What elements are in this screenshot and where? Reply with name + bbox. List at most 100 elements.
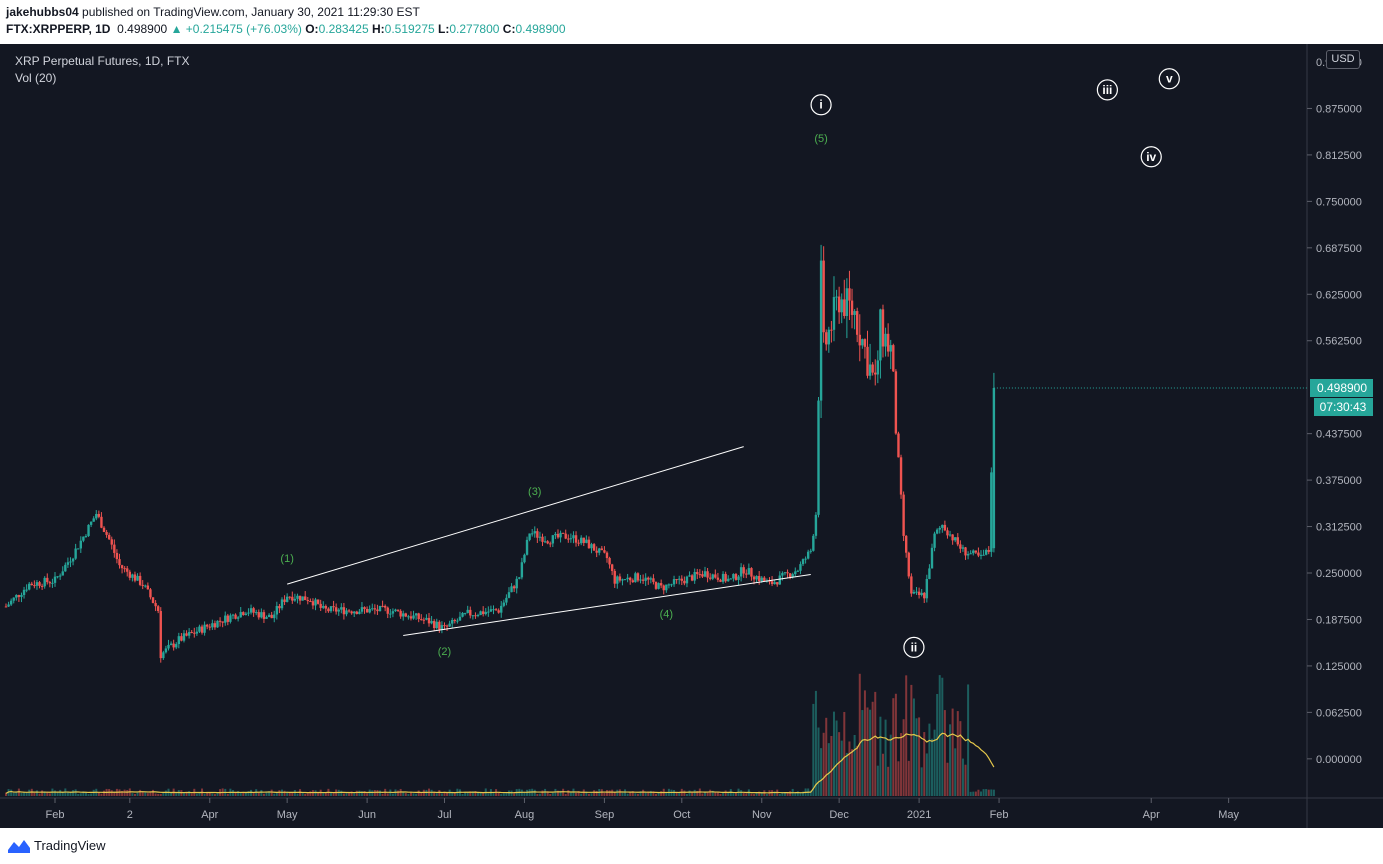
volume-bar [355,790,358,796]
volume-bar [208,792,211,796]
volume-bar [268,791,271,796]
volume-bar [639,791,642,796]
tradingview-logo-icon [8,840,30,853]
candle-body [288,596,291,598]
volume-bar [412,793,415,796]
candle-body [353,611,356,614]
volume-bar [593,790,596,796]
volume-bar [905,675,908,796]
author-name[interactable]: jakehubbs04 [6,5,79,19]
volume-bar [724,790,727,796]
candle-body [613,570,616,584]
candle-body [77,548,80,550]
volume-bar [569,792,572,796]
candle-body [25,589,28,591]
candle-body [910,576,913,594]
candle-body [340,607,343,610]
candle-body [791,574,794,578]
time-tick-label: Jun [358,809,376,821]
candle-body [974,550,978,553]
volume-bar [404,793,407,796]
chart-pane[interactable]: 0.875000 0.812500 0.750000 0.687500 0.625000… [0,44,1383,828]
volume-bar [23,792,26,796]
volume-bar [585,791,588,796]
candle-body [347,610,351,612]
candle-body [678,578,681,580]
candle-body [141,584,144,586]
candle-body [879,309,882,361]
candle-body [417,613,420,620]
candle-body [469,609,472,616]
candle-body [358,611,361,615]
candle-body [12,597,15,601]
volume-bar [750,793,753,796]
volume-bar [925,753,928,796]
volume-bar [655,793,657,796]
candle-body [636,573,640,581]
ohlc-line: FTX:XRPPERP, 1D 0.498900 ▲ +0.215475 (+7… [6,22,566,36]
volume-bar [226,793,229,796]
candle-body [830,329,833,331]
volume-bar [391,793,394,796]
price-tick-label: 0.875000 [1316,103,1362,115]
price-chart-svg[interactable]: 0.875000 0.812500 0.750000 0.687500 0.625000… [0,44,1383,828]
volume-bar [933,729,936,796]
volume-indicator-label[interactable]: Vol (20) [15,71,57,85]
wave-label: (4) [660,609,673,621]
volume-bar [46,791,49,796]
volume-bar [636,793,639,796]
candle-body [920,592,923,596]
volume-bar [257,792,260,796]
candle-body [657,583,660,589]
volume-bar [918,717,921,796]
volume-bar [402,792,405,796]
candle-body [458,616,462,621]
candle-body [745,573,748,575]
candle-body [982,554,985,556]
candle-body [512,586,516,589]
volume-bar [35,790,38,796]
candle-body [972,550,975,554]
volume-bar [685,794,688,796]
candle-body [414,613,418,616]
high-label: H: [371,22,385,36]
volume-bar [15,791,18,796]
candle-body [894,371,898,434]
candle-body [964,547,967,556]
symbol-interval: FTX:XRPPERP, 1D [6,22,111,36]
volume-bar [884,719,887,796]
candle-body [796,570,800,572]
currency-button[interactable]: USD [1326,50,1360,69]
volume-bar [773,791,776,796]
candle-body [912,591,916,594]
candle-body [734,574,738,580]
candle-body [719,579,722,582]
candle-body [667,584,671,586]
volume-bar [722,792,725,796]
volume-bar [324,792,327,796]
candle-body [203,624,206,633]
volume-bar [123,789,126,796]
volume-bar [270,789,273,796]
candle-body [221,621,224,623]
candle-body [216,620,219,628]
candle-body [711,574,714,579]
volume-bar [48,793,51,796]
volume-ma-line [5,732,995,794]
volume-bar [239,792,242,796]
candle-body [935,529,939,534]
candle-body [899,457,903,495]
candle-body [391,611,395,614]
candle-body [781,573,784,576]
candle-body [822,260,825,333]
candle-body [304,596,307,601]
candle-body [247,612,250,614]
candle-body [195,631,199,634]
candle-body [30,583,33,586]
volume-bar [856,745,859,796]
volume-bar [977,789,980,796]
close-value: 0.498900 [515,22,566,36]
time-tick-label: Sep [595,809,615,821]
candle-body [750,568,753,577]
volume-bar [90,793,93,796]
